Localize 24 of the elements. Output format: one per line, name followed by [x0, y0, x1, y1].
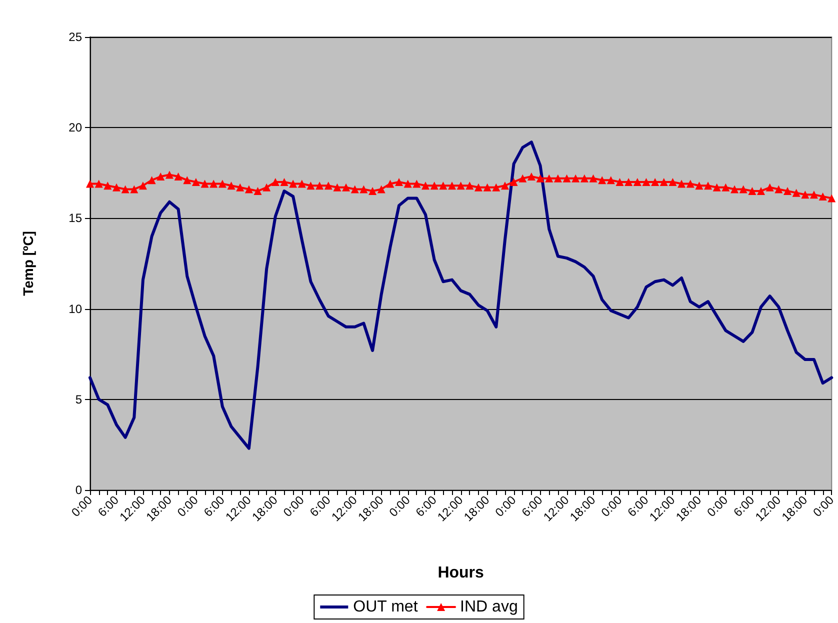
- x-axis-title: Hours: [438, 564, 484, 582]
- x-tick-label: 0:00: [598, 492, 625, 520]
- x-tick-label: 6:00: [200, 492, 228, 520]
- y-axis-title: Temp [ºC]: [20, 231, 36, 296]
- y-tick-label: 5: [75, 392, 82, 406]
- x-tick-label: 6:00: [730, 492, 758, 520]
- x-tick-label: 0:00: [174, 492, 202, 520]
- x-tick-label: 6:00: [95, 492, 122, 520]
- x-tick-label: 6:00: [518, 492, 546, 520]
- y-tick-label: 0: [75, 483, 82, 497]
- x-tick-label: 0:00: [280, 492, 308, 520]
- legend-label: OUT met: [353, 598, 418, 616]
- line-series: [88, 140, 834, 450]
- x-tick-label: 0:00: [704, 492, 731, 520]
- x-tick-label: 0:00: [492, 492, 519, 520]
- y-tick-label: 20: [68, 120, 82, 135]
- x-tick-label: 0:00: [386, 492, 414, 520]
- legend-label: IND avg: [460, 598, 518, 616]
- x-tick-label: 6:00: [624, 492, 652, 520]
- y-tick-label: 10: [68, 302, 82, 316]
- y-tick-label: 15: [68, 211, 82, 226]
- x-tick-label: 0:00: [810, 492, 837, 520]
- y-tick-label: 25: [68, 30, 82, 44]
- x-tick-label: 6:00: [306, 492, 334, 520]
